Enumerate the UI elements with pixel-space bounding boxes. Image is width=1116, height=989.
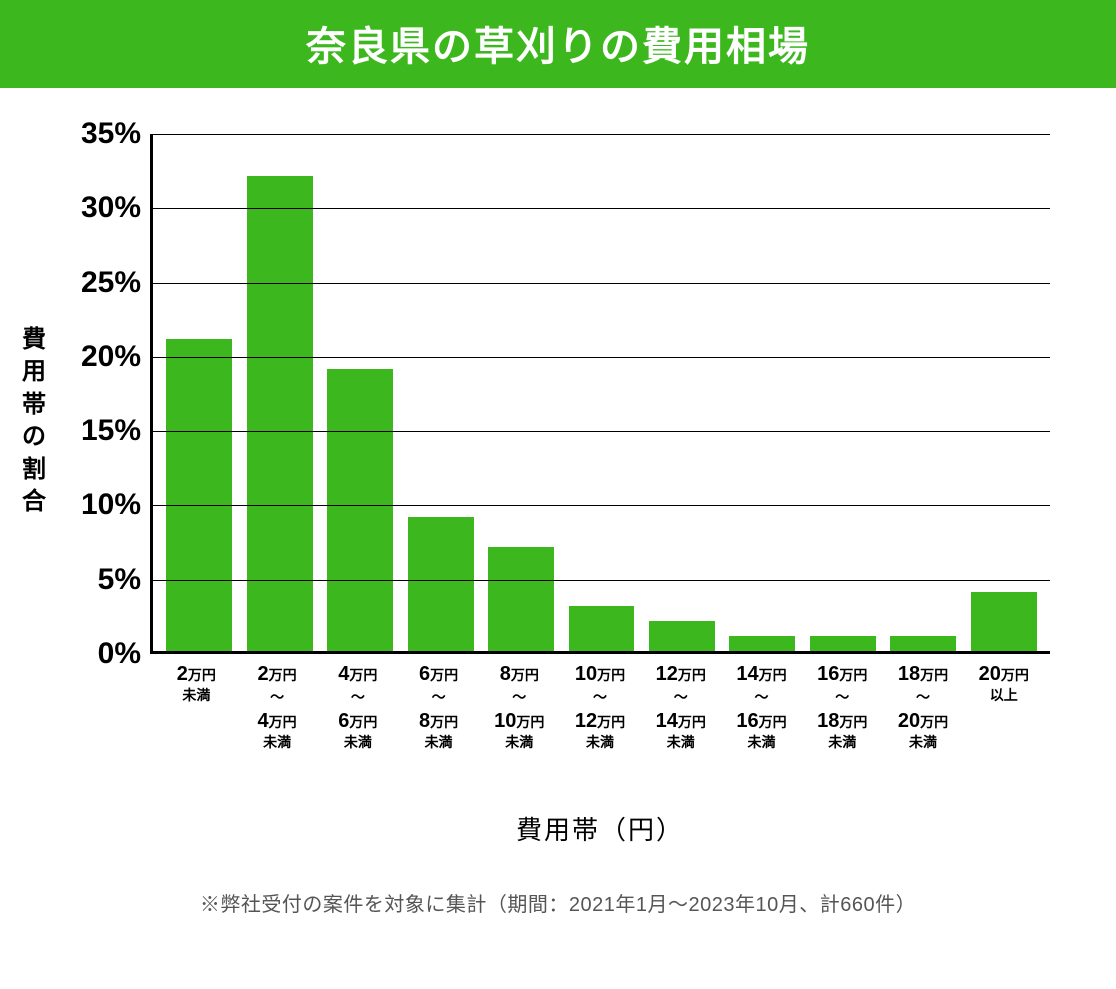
x-labels: 2万円未満2万円～4万円未満4万円～6万円未満6万円～8万円未満8万円～10万円…: [150, 662, 1050, 751]
bar-slot: [803, 134, 883, 651]
bar-slot: [642, 134, 722, 651]
gridline: [153, 134, 1050, 135]
bar-slot: [883, 134, 963, 651]
x-tick-label: 12万円～14万円未満: [640, 662, 721, 751]
bar-slot: [320, 134, 400, 651]
bar-slot: [400, 134, 480, 651]
x-tick-label: 16万円～18万円未満: [802, 662, 883, 751]
y-tick: 5%: [98, 563, 141, 597]
x-tick-label: 20万円以上: [963, 662, 1044, 751]
x-tick-label: 10万円～12万円未満: [560, 662, 641, 751]
bar: [569, 606, 635, 651]
bar: [408, 517, 474, 651]
gridline: [153, 208, 1050, 209]
bar: [166, 339, 232, 651]
bar: [488, 547, 554, 651]
y-tick: 0%: [98, 637, 141, 671]
bar: [810, 636, 876, 651]
bar: [729, 636, 795, 651]
x-tick-label: 6万円～8万円未満: [398, 662, 479, 751]
x-tick-label: 4万円～6万円未満: [317, 662, 398, 751]
x-axis-title: 費用帯（円）: [150, 810, 1050, 847]
x-tick-label: 18万円～20万円未満: [883, 662, 964, 751]
bar: [327, 369, 393, 651]
y-tick: 15%: [81, 414, 141, 448]
y-tick: 30%: [81, 191, 141, 225]
bar: [890, 636, 956, 651]
page-title: 奈良県の草刈りの費用相場: [0, 0, 1116, 88]
plot-area: 0%5%10%15%20%25%30%35%: [150, 134, 1050, 654]
gridline: [153, 357, 1050, 358]
bar-slot: [722, 134, 802, 651]
y-axis-title: 費用帯の割合: [20, 324, 48, 518]
bar-slot: [561, 134, 641, 651]
x-tick-label: 8万円～10万円未満: [479, 662, 560, 751]
x-tick-label: 2万円～4万円未満: [237, 662, 318, 751]
x-tick-label: 2万円未満: [156, 662, 237, 751]
y-tick: 10%: [81, 488, 141, 522]
y-tick: 20%: [81, 340, 141, 374]
bar-slot: [159, 134, 239, 651]
bar-slot: [964, 134, 1044, 651]
bar: [971, 592, 1037, 651]
bar-slot: [239, 134, 319, 651]
footnote: ※弊社受付の案件を対象に集計（期間：2021年1月～2023年10月、計660件…: [0, 888, 1116, 947]
chart-area: 費用帯の割合 0%5%10%15%20%25%30%35% 2万円未満2万円～4…: [0, 124, 1116, 804]
bar: [649, 621, 715, 651]
gridline: [153, 283, 1050, 284]
bars-container: [153, 134, 1050, 651]
gridline: [153, 431, 1050, 432]
y-tick: 35%: [81, 117, 141, 151]
x-tick-label: 14万円～16万円未満: [721, 662, 802, 751]
bar-slot: [481, 134, 561, 651]
gridline: [153, 580, 1050, 581]
y-tick: 25%: [81, 266, 141, 300]
gridline: [153, 505, 1050, 506]
